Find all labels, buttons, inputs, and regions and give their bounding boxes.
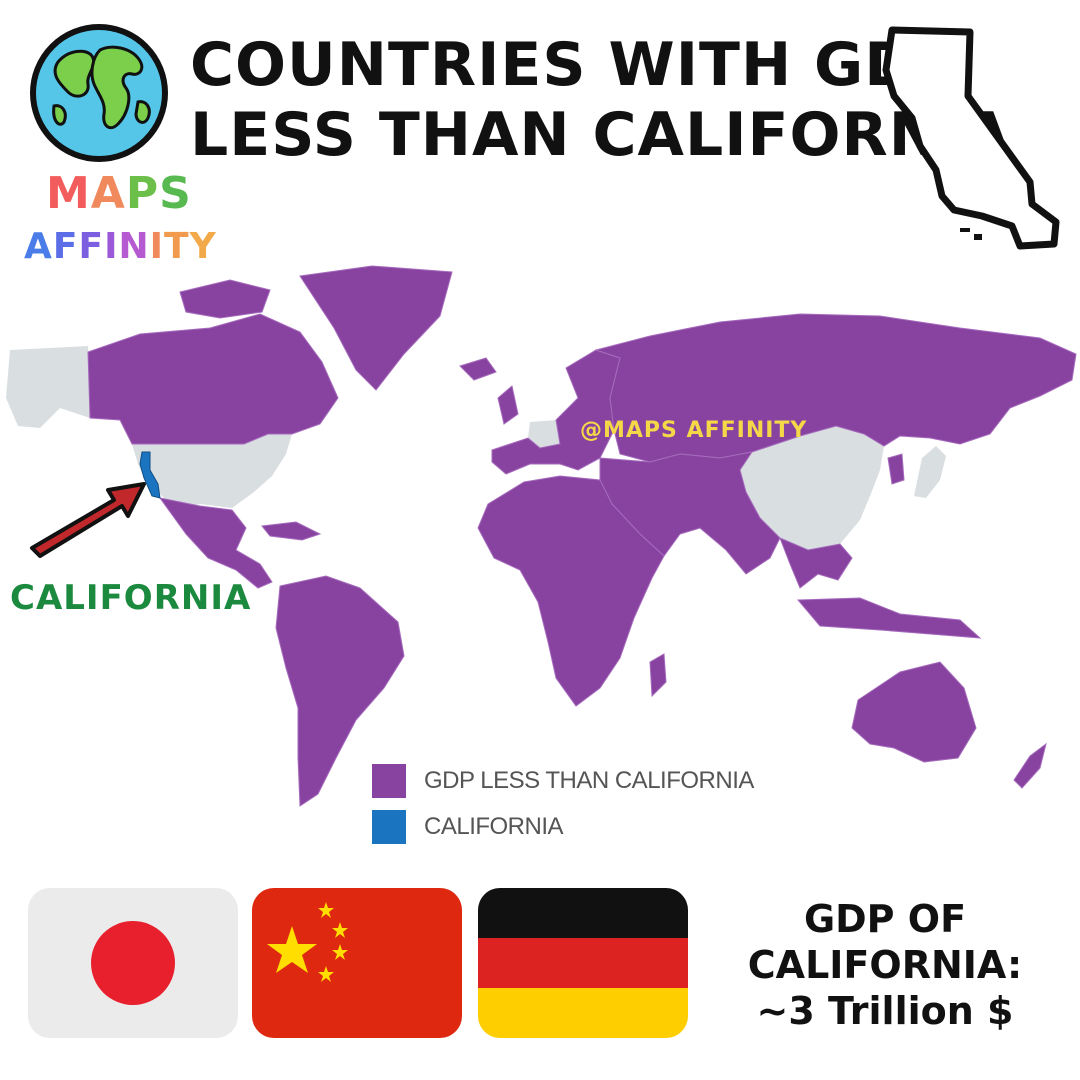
gdp-line-1: GDP OF (803, 897, 967, 941)
caribbean-shape (261, 521, 322, 541)
legend-swatch-california (372, 810, 406, 844)
japan-flag (28, 888, 238, 1038)
south-america-shape (275, 575, 405, 807)
alaska-shape (6, 346, 90, 428)
california-outline-icon (882, 26, 1060, 250)
china-flag (252, 888, 462, 1038)
brand-affinity-letter: I (104, 226, 119, 267)
canada-shape (87, 313, 339, 445)
legend-item-gdp-less: GDP LESS THAN CALIFORNIA (372, 764, 754, 798)
brand-affinity-letter: F (78, 226, 105, 267)
brand-affinity-letter: A (24, 226, 53, 267)
legend-swatch-gdp-less (372, 764, 406, 798)
usa-shape (132, 434, 292, 510)
page-title: COUNTRIES WITH GDP LESS THAN CALIFORNIA (190, 30, 1011, 170)
brand-affinity-letter: T (164, 226, 190, 267)
legend-label-california: CALIFORNIA (424, 813, 564, 840)
china-shape (740, 426, 884, 550)
madagascar-shape (649, 653, 667, 698)
map-gdp-less-countries (87, 265, 1077, 807)
australia-shape (851, 661, 977, 763)
brand-maps-letter: P (125, 168, 160, 219)
brand-affinity-letter: N (118, 226, 150, 267)
greenland-shape (299, 265, 453, 391)
legend-label-gdp-less: GDP LESS THAN CALIFORNIA (424, 767, 754, 794)
gdp-line-3: ~3 Trillion $ (756, 989, 1014, 1033)
brand-maps-letter: A (90, 168, 126, 219)
gdp-california-text: GDP OF CALIFORNIA: ~3 Trillion $ (740, 896, 1030, 1034)
title-line-2: LESS THAN CALIFORNIA (190, 100, 1011, 170)
globe-icon (30, 24, 168, 162)
brand-affinity: AFFINITY (24, 226, 217, 267)
brand-affinity-letter: F (52, 226, 79, 267)
gdp-line-2: CALIFORNIA: (747, 943, 1023, 987)
germany-flag (478, 888, 688, 1038)
world-map (6, 265, 1077, 807)
japan-shape (914, 446, 946, 498)
china-flag-icon (267, 902, 348, 982)
brand-maps: MAPS (46, 168, 192, 219)
title-line-1: COUNTRIES WITH GDP (190, 30, 961, 100)
new-zealand-shape (1013, 742, 1047, 789)
japan-flag-icon (91, 921, 175, 1005)
uk-shape (497, 385, 519, 425)
legend-item-california: CALIFORNIA (372, 810, 564, 844)
se-asia-shape (779, 537, 853, 589)
korea-shape (887, 453, 905, 485)
russia-shape (594, 313, 1077, 463)
brand-maps-letter: M (46, 168, 91, 219)
arctic-islands-shape (179, 279, 271, 319)
brand-affinity-letter: I (149, 226, 165, 267)
indonesia-shape (796, 597, 982, 639)
map-watermark: @MAPS AFFINITY (580, 418, 808, 443)
mexico-shape (158, 497, 273, 589)
red-arrow-icon (30, 482, 146, 558)
brand-affinity-letter: Y (189, 226, 217, 267)
iceland-shape (459, 357, 497, 381)
map-other-countries (6, 346, 946, 550)
brand-maps-letter: S (159, 168, 192, 219)
africa-shape (477, 475, 665, 707)
germany-flag-icon (478, 888, 688, 1038)
california-shape (139, 451, 161, 499)
germany-shape (528, 420, 560, 448)
california-label: CALIFORNIA (10, 578, 252, 618)
